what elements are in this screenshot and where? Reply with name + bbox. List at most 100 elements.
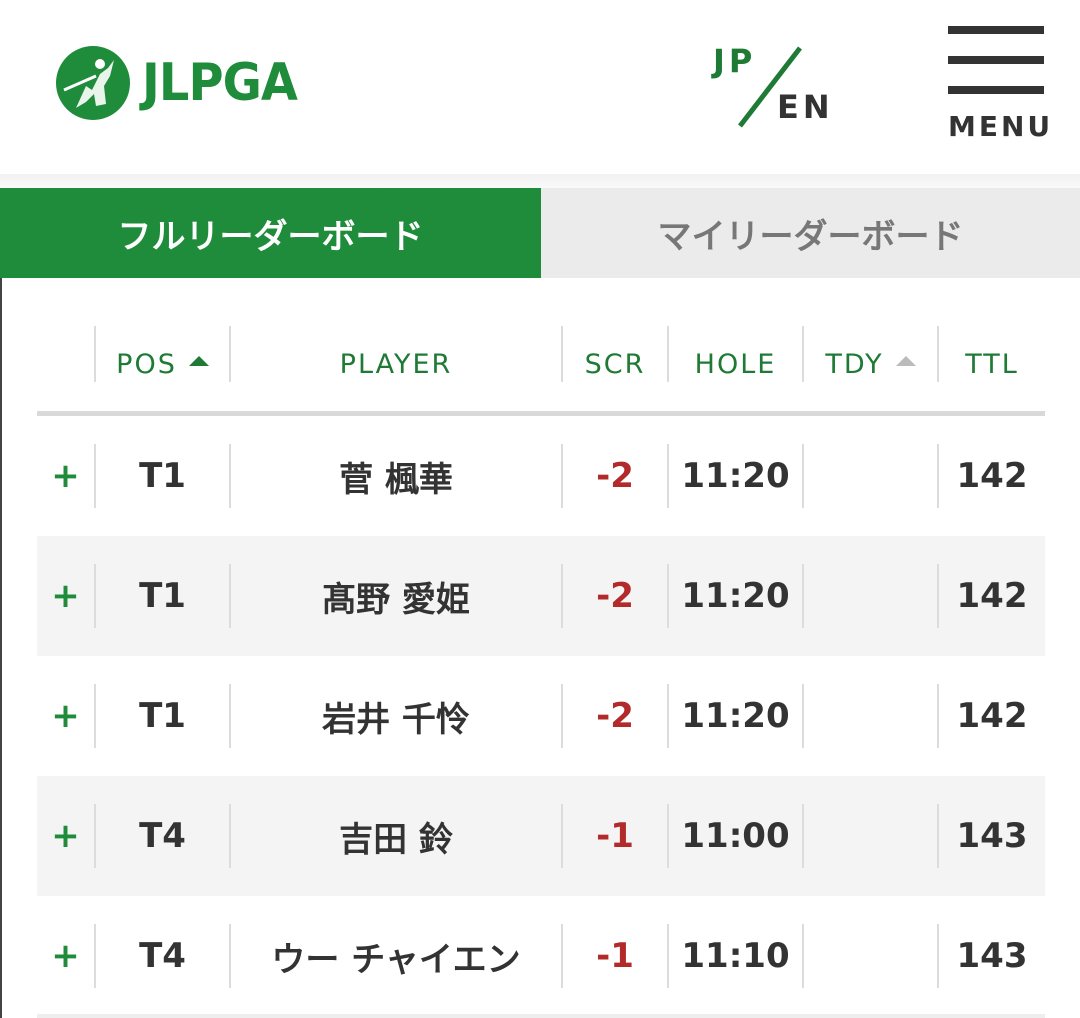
table-row[interactable]: + T1 菅 楓華 -2 11:20 142: [37, 416, 1045, 536]
column-divider: [561, 564, 563, 628]
cell-player[interactable]: 菅 楓華: [339, 459, 453, 500]
column-divider: [561, 444, 563, 508]
table-row[interactable]: + T1 岩井 千怜 -2 11:20 142: [37, 656, 1045, 776]
leaderboard-table: POS PLAYER SCR HOLE TDY TTL + T1 菅 楓華 -2 11:…: [37, 318, 1045, 1016]
cell-ttl: 142: [956, 456, 1028, 496]
column-divider: [94, 924, 96, 988]
column-divider: [802, 924, 804, 988]
cell-pos: T1: [139, 456, 186, 496]
hamburger-bar-icon: [948, 86, 1044, 94]
cell-scr: -1: [596, 936, 634, 976]
cell-hole: 11:20: [681, 456, 790, 496]
column-divider: [94, 804, 96, 868]
column-divider: [937, 326, 939, 382]
cell-hole: 11:20: [681, 576, 790, 616]
column-header-tdy[interactable]: TDY: [804, 318, 937, 411]
column-divider: [229, 804, 231, 868]
column-divider: [937, 804, 939, 868]
cell-hole: 11:00: [681, 816, 790, 856]
table-row[interactable]: + T4 吉田 鈴 -1 11:00 143: [37, 776, 1045, 896]
table-body: + T1 菅 楓華 -2 11:20 142 + T1 髙野 愛姫 -2 11:20 142 + T1 岩井…: [37, 416, 1045, 1016]
column-header-ttl: TTL: [965, 349, 1019, 380]
column-divider: [229, 564, 231, 628]
table-row[interactable]: + T4 ウー チャイエン -1 11:10 143: [37, 896, 1045, 1016]
table-header-row: POS PLAYER SCR HOLE TDY TTL: [37, 318, 1045, 416]
expand-row-icon[interactable]: +: [51, 696, 80, 736]
sort-up-icon: [188, 355, 209, 366]
cell-tdy: [804, 776, 937, 896]
cell-scr: -2: [596, 456, 634, 496]
language-switch[interactable]: JP EN: [708, 40, 838, 132]
cell-scr: -2: [596, 576, 634, 616]
cell-scr: -1: [596, 816, 634, 856]
column-divider: [667, 804, 669, 868]
site-header: JLPGA JP EN MENU: [0, 0, 1080, 176]
cell-pos: T4: [139, 816, 186, 856]
row-divider: [37, 1014, 1045, 1018]
column-divider: [667, 924, 669, 988]
cell-tdy: [804, 896, 937, 1016]
cell-ttl: 143: [956, 816, 1028, 856]
column-header-player: PLAYER: [339, 349, 453, 380]
cell-ttl: 142: [956, 576, 1028, 616]
lang-en-option[interactable]: EN: [777, 88, 834, 126]
menu-button[interactable]: MENU: [948, 26, 1054, 150]
column-divider: [94, 444, 96, 508]
cell-tdy: [804, 536, 937, 656]
cell-ttl: 143: [956, 936, 1028, 976]
cell-player[interactable]: 岩井 千怜: [322, 699, 470, 740]
column-divider: [802, 326, 804, 382]
column-divider: [561, 326, 563, 382]
cell-player[interactable]: 吉田 鈴: [339, 819, 453, 860]
cell-tdy: [804, 656, 937, 776]
header-divider: [0, 174, 1080, 188]
column-divider: [937, 444, 939, 508]
sort-up-icon: [895, 355, 916, 366]
column-divider: [667, 326, 669, 382]
column-divider: [561, 924, 563, 988]
lang-jp-option[interactable]: JP: [713, 42, 757, 80]
menu-label: MENU: [948, 110, 1054, 143]
tab-my-leaderboard[interactable]: マイリーダーボード: [541, 188, 1080, 278]
cell-player[interactable]: ウー チャイエン: [271, 939, 521, 980]
column-divider: [229, 684, 231, 748]
column-header-pos[interactable]: POS: [96, 318, 229, 411]
column-divider: [229, 326, 231, 382]
leaderboard-tabs: フルリーダーボード マイリーダーボード: [0, 188, 1080, 278]
expand-row-icon[interactable]: +: [51, 816, 80, 856]
cell-player[interactable]: 髙野 愛姫: [322, 579, 470, 620]
column-divider: [937, 924, 939, 988]
cell-pos: T1: [139, 576, 186, 616]
jlpga-logo[interactable]: JLPGA: [56, 46, 311, 120]
logo-wordmark: JLPGA: [142, 53, 298, 113]
hamburger-bar-icon: [948, 26, 1044, 34]
column-divider: [937, 684, 939, 748]
column-divider: [561, 804, 563, 868]
column-divider: [667, 564, 669, 628]
expand-row-icon[interactable]: +: [51, 456, 80, 496]
slash-divider-icon: [738, 46, 802, 128]
expand-row-icon[interactable]: +: [51, 576, 80, 616]
column-divider: [802, 564, 804, 628]
column-divider: [94, 326, 96, 382]
tab-full-leaderboard[interactable]: フルリーダーボード: [0, 188, 541, 278]
cell-pos: T1: [139, 696, 186, 736]
window-edge: [0, 0, 2, 1018]
cell-pos: T4: [139, 936, 186, 976]
column-divider: [229, 444, 231, 508]
column-divider: [667, 444, 669, 508]
column-divider: [802, 804, 804, 868]
expand-row-icon[interactable]: +: [51, 936, 80, 976]
cell-ttl: 142: [956, 696, 1028, 736]
column-divider: [937, 564, 939, 628]
column-divider: [94, 684, 96, 748]
column-header-hole: HOLE: [694, 349, 777, 380]
cell-scr: -2: [596, 696, 634, 736]
column-divider: [667, 684, 669, 748]
column-divider: [802, 444, 804, 508]
column-divider: [94, 564, 96, 628]
column-divider: [802, 684, 804, 748]
column-header-tdy-label: TDY: [825, 349, 884, 380]
table-row[interactable]: + T1 髙野 愛姫 -2 11:20 142: [37, 536, 1045, 656]
golfer-logo-icon: [56, 46, 130, 120]
